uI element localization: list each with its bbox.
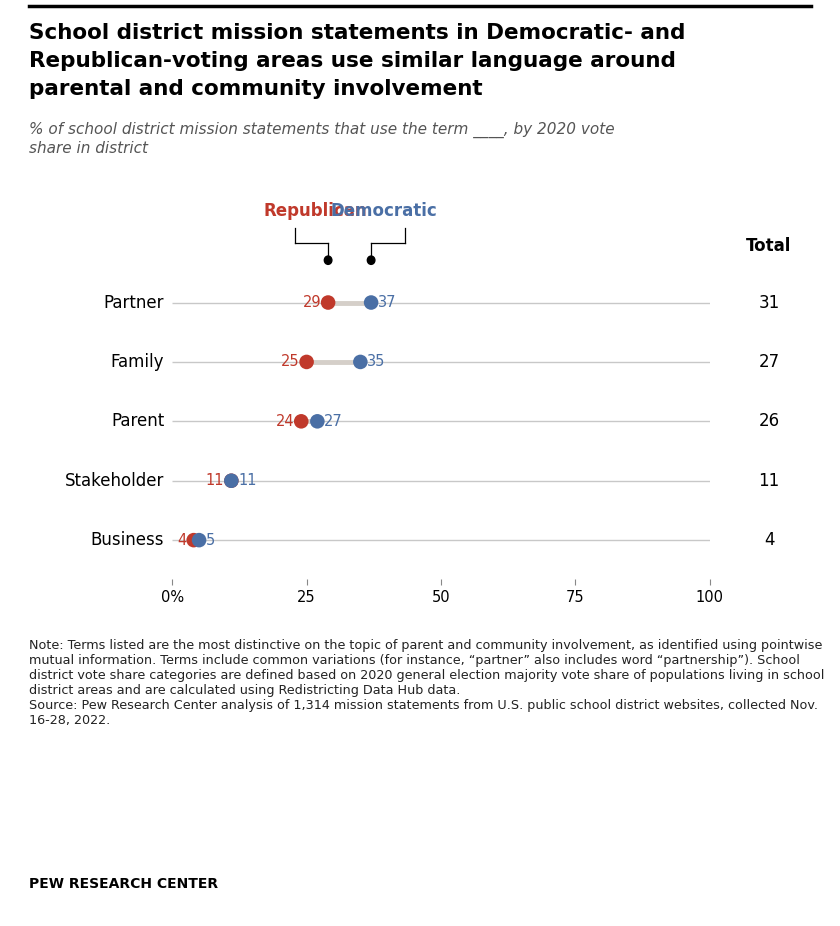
Point	[224, 473, 238, 488]
Text: 35: 35	[367, 355, 386, 369]
Point	[322, 295, 335, 310]
Text: Family: Family	[111, 353, 164, 371]
Point	[311, 414, 324, 429]
Text: Republican: Republican	[264, 202, 367, 220]
Text: % of school district mission statements that use the term ____, by 2020 vote
sha: % of school district mission statements …	[29, 122, 615, 156]
Point	[295, 414, 308, 429]
Text: Republican-voting areas use similar language around: Republican-voting areas use similar lang…	[29, 51, 676, 71]
Text: Partner: Partner	[103, 294, 164, 311]
Text: 26: 26	[759, 412, 780, 431]
Point	[354, 355, 367, 369]
Text: 11: 11	[759, 471, 780, 490]
Text: 25: 25	[281, 355, 300, 369]
Text: 24: 24	[276, 414, 294, 429]
Text: 31: 31	[759, 294, 780, 311]
Point	[300, 355, 313, 369]
Text: Parent: Parent	[111, 412, 164, 431]
Point	[192, 532, 206, 547]
Text: Total: Total	[746, 237, 792, 256]
Text: parental and community involvement: parental and community involvement	[29, 79, 483, 99]
Text: 27: 27	[759, 353, 780, 371]
Text: Stakeholder: Stakeholder	[65, 471, 164, 490]
Point	[187, 532, 201, 547]
Text: Democratic: Democratic	[330, 202, 437, 220]
Text: PEW RESEARCH CENTER: PEW RESEARCH CENTER	[29, 877, 218, 891]
Text: 27: 27	[324, 414, 343, 429]
Text: School district mission statements in Democratic- and: School district mission statements in De…	[29, 23, 685, 44]
Point	[365, 295, 378, 310]
Text: 29: 29	[302, 295, 321, 310]
Text: 11: 11	[239, 473, 257, 488]
Text: 37: 37	[378, 295, 396, 310]
Point	[224, 473, 238, 488]
Text: Note: Terms listed are the most distinctive on the topic of parent and community: Note: Terms listed are the most distinct…	[29, 639, 825, 727]
Text: 4: 4	[177, 532, 186, 547]
Text: 11: 11	[206, 473, 224, 488]
Text: 5: 5	[206, 532, 215, 547]
Text: Business: Business	[91, 532, 164, 549]
Text: 4: 4	[764, 532, 774, 549]
